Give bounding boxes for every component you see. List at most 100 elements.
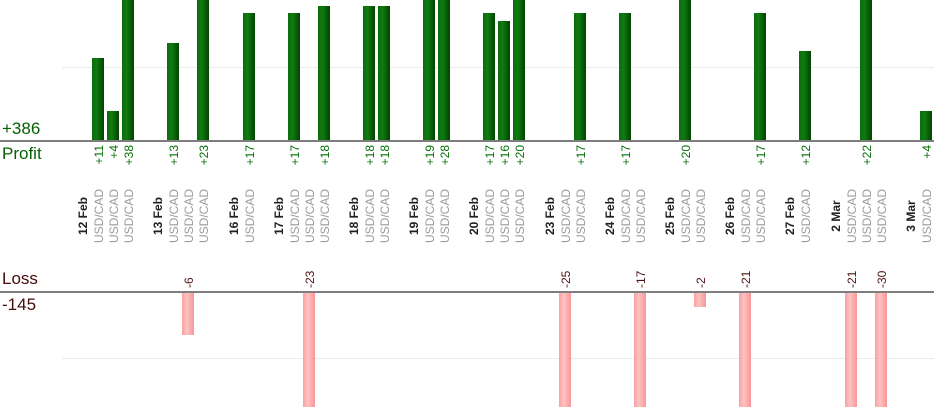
- date-label: 17 Feb: [272, 197, 286, 236]
- profit-value-label: +17: [619, 145, 633, 166]
- profit-bar: [483, 13, 495, 141]
- loss-bar: [875, 293, 887, 407]
- profit-value-label: +4: [920, 145, 934, 159]
- profit-value-label: +17: [243, 145, 257, 166]
- trade-symbol-label: USD/CAD: [754, 189, 768, 244]
- trade-symbol-label: USD/CAD: [634, 189, 648, 244]
- date-label: 24 Feb: [603, 197, 617, 236]
- profit-bar: [107, 111, 119, 141]
- profit-value-label: +20: [513, 145, 527, 166]
- loss-bar: [739, 293, 751, 407]
- loss-value-label: -21: [739, 270, 753, 288]
- date-label: 26 Feb: [723, 197, 737, 236]
- profit-axis-line: [0, 140, 934, 142]
- trade-symbol-label: USD/CAD: [243, 189, 257, 244]
- profit-bar: [288, 13, 300, 141]
- trade-symbol-label: USD/CAD: [619, 189, 633, 244]
- trade-symbol-label: USD/CAD: [679, 189, 693, 244]
- profit-value-label: +16: [498, 145, 512, 166]
- profit-value-label: +11: [92, 145, 106, 165]
- profit-value-label: +20: [679, 145, 693, 166]
- trade-symbol-label: USD/CAD: [318, 189, 332, 244]
- date-label: 25 Feb: [663, 197, 677, 236]
- loss-axis-line: [0, 291, 934, 293]
- loss-bar: [559, 293, 571, 407]
- date-label: 12 Feb: [76, 197, 90, 236]
- trade-symbol-label: USD/CAD: [920, 189, 934, 244]
- date-label: 19 Feb: [407, 197, 421, 236]
- date-label: 23 Feb: [543, 197, 557, 236]
- profit-value-label: +17: [574, 145, 588, 166]
- trade-symbol-label: USD/CAD: [559, 189, 573, 244]
- profit-bar: [754, 13, 766, 141]
- profit-bar: [318, 6, 330, 141]
- loss-bar: [634, 293, 646, 407]
- profit-bar: [363, 6, 375, 141]
- loss-value-label: -2: [694, 277, 708, 288]
- loss-bar: [694, 293, 706, 307]
- date-label: 18 Feb: [347, 197, 361, 236]
- date-label: 13 Feb: [151, 197, 165, 236]
- trade-symbol-label: USD/CAD: [363, 189, 377, 244]
- profit-value-label: +13: [167, 145, 181, 166]
- profit-value-label: +18: [378, 145, 392, 166]
- trade-symbol-label: USD/CAD: [694, 189, 708, 244]
- loss-value-label: -6: [182, 277, 196, 288]
- trade-symbol-label: USD/CAD: [860, 189, 874, 244]
- profit-bar: [122, 0, 134, 141]
- trade-symbol-label: USD/CAD: [197, 189, 211, 244]
- profit-bar: [860, 0, 872, 141]
- loss-value-label: -30: [875, 270, 889, 288]
- trade-symbol-label: USD/CAD: [498, 189, 512, 244]
- trade-symbol-label: USD/CAD: [107, 189, 121, 244]
- profit-total: +386: [2, 119, 41, 138]
- profit-value-label: +38: [122, 145, 136, 166]
- profit-value-label: +4: [107, 145, 121, 159]
- profit-bar: [197, 0, 209, 141]
- profit-value-label: +23: [197, 145, 211, 166]
- profit-bar: [513, 0, 525, 141]
- profit-value-label: +28: [438, 145, 452, 166]
- profit-bar: [243, 13, 255, 141]
- date-label: 16 Feb: [227, 197, 241, 236]
- loss-bar: [845, 293, 857, 407]
- date-label: 27 Feb: [783, 197, 797, 236]
- profit-bar: [378, 6, 390, 141]
- profit-value-label: +22: [860, 145, 874, 166]
- loss-value-label: -25: [559, 270, 573, 288]
- profit-value-label: +17: [483, 145, 497, 166]
- profit-bar: [574, 13, 586, 141]
- profit-value-label: +18: [363, 145, 377, 166]
- loss-value-label: -23: [303, 270, 317, 288]
- trade-symbol-label: USD/CAD: [513, 189, 527, 244]
- trade-symbol-label: USD/CAD: [288, 189, 302, 244]
- trade-symbol-label: USD/CAD: [423, 189, 437, 244]
- trade-symbol-label: USD/CAD: [167, 189, 181, 244]
- profit-axis-title: Profit: [2, 144, 42, 163]
- date-label: 2 Mar: [829, 200, 843, 232]
- profit-value-label: +17: [288, 145, 302, 166]
- profit-bar: [92, 58, 104, 141]
- loss-axis-title: Loss: [2, 269, 38, 288]
- trade-symbol-label: USD/CAD: [182, 189, 196, 244]
- loss-value-label: -17: [634, 270, 648, 288]
- profit-bar: [498, 21, 510, 141]
- profit-bar: [679, 0, 691, 141]
- trade-symbol-label: USD/CAD: [574, 189, 588, 244]
- trade-symbol-label: USD/CAD: [483, 189, 497, 244]
- profit-value-label: +17: [754, 145, 768, 166]
- profit-bar: [167, 43, 179, 141]
- trade-symbol-label: USD/CAD: [92, 189, 106, 244]
- trade-symbol-label: USD/CAD: [122, 189, 136, 244]
- loss-value-label: -21: [845, 270, 859, 288]
- trade-symbol-label: USD/CAD: [303, 189, 317, 244]
- date-label: 3 Mar: [904, 200, 918, 232]
- profit-bar: [799, 51, 811, 141]
- trade-symbol-label: USD/CAD: [739, 189, 753, 244]
- trade-symbol-label: USD/CAD: [799, 189, 813, 244]
- profit-bar: [438, 0, 450, 141]
- trade-symbol-label: USD/CAD: [438, 189, 452, 244]
- profit-bar: [619, 13, 631, 141]
- trade-symbol-label: USD/CAD: [378, 189, 392, 244]
